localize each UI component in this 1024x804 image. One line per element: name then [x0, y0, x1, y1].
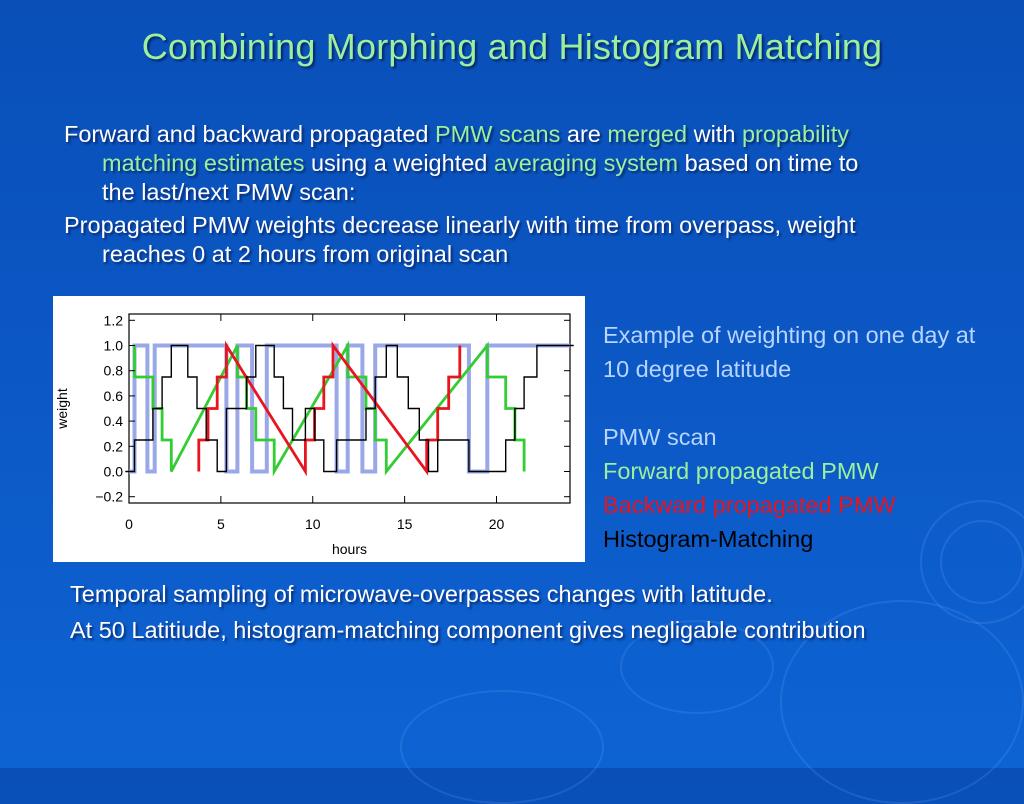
highlighted-text: merged [607, 121, 688, 147]
bullet-text: based on time to the last/next PMW scan: [102, 150, 859, 205]
x-tick-label: 15 [397, 516, 413, 532]
x-tick-label: 0 [125, 516, 133, 532]
series-line [133, 340, 526, 477]
footer-notes: Temporal sampling of microwave-overpasse… [70, 578, 950, 650]
y-axis-label: weight [54, 388, 70, 430]
bullet-text: using a weighted [304, 150, 494, 176]
bullet-text: with [687, 121, 742, 147]
y-tick-label: 0.2 [104, 438, 124, 454]
y-tick-label: 0.6 [104, 388, 124, 404]
legend-item: Histogram-Matching [603, 526, 814, 552]
y-tick-label: 0.8 [104, 363, 124, 379]
ripple-decoration [620, 620, 774, 714]
bullet-item: Forward and backward propagated PMW scan… [64, 120, 884, 207]
highlighted-text: propability matching estimates [102, 121, 850, 176]
plot-frame [128, 313, 571, 504]
legend-items: PMW scan Forward propagated PMW Backward p… [603, 420, 1003, 556]
series-line [125, 344, 574, 473]
x-tick-label: 10 [305, 516, 321, 532]
y-tick-label: 0.0 [104, 464, 124, 480]
bullet-list: Forward and backward propagated PMW scan… [64, 120, 884, 273]
legend-item: PMW scan [603, 424, 717, 450]
weighting-chart: 1.2 1.0 0.8 0.6 0.4 0.2 0.0 −0.2 0 5 10 15 20 hours we… [53, 296, 585, 562]
bullet-text: Propagated PMW weights decrease linearly… [64, 212, 856, 267]
chart-legend: Example of weighting on one day at 10 de… [603, 318, 1003, 556]
series-line [129, 343, 570, 474]
legend-description: Example of weighting on one day at 10 de… [603, 322, 976, 382]
x-tick-label: 20 [489, 516, 505, 532]
highlighted-text: averaging system [493, 150, 679, 176]
legend-item: Forward propagated PMW [603, 458, 879, 484]
y-tick-label: 1.0 [104, 338, 124, 354]
bullet-item: Propagated PMW weights decrease linearly… [64, 211, 884, 269]
footer-note: Temporal sampling of microwave-overpasse… [70, 581, 773, 607]
footer-note: At 50 Latitiude, histogram-matching comp… [70, 617, 866, 643]
bullet-text: Forward and backward propagated [64, 121, 435, 147]
x-axis-label: hours [332, 541, 367, 557]
ripple-decoration [400, 690, 604, 804]
slide-title: Combining Morphing and Histogram Matchin… [141, 26, 883, 67]
x-tick-label: 5 [217, 516, 225, 532]
series-line [197, 340, 462, 477]
y-tick-label: 0.4 [104, 413, 124, 429]
y-tick-label: 1.2 [104, 312, 124, 328]
y-tick-label: −0.2 [95, 489, 123, 505]
chart-svg: 1.2 1.0 0.8 0.6 0.4 0.2 0.0 −0.20 5 10 15 20 hours we… [54, 312, 574, 557]
legend-item: Backward propagated PMW [603, 492, 896, 518]
bullet-text: are [560, 121, 608, 147]
highlighted-text: PMW scans [435, 121, 561, 147]
